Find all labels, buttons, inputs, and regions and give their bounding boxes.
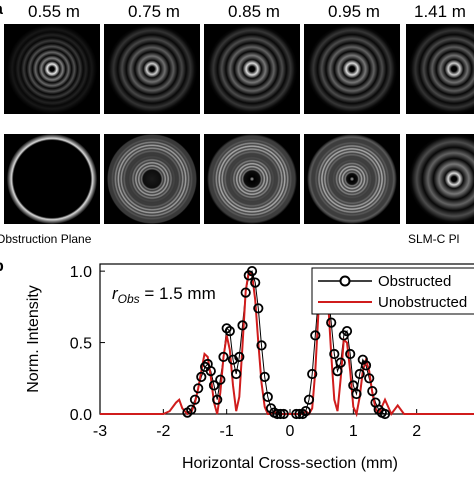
obstructed-point	[237, 320, 248, 331]
obstructed-point	[259, 371, 270, 383]
beam-image-row1-4	[304, 24, 400, 114]
obstructed-point	[360, 360, 372, 371]
x-tick-label: -2	[156, 423, 170, 440]
obstructed-point	[303, 394, 315, 405]
obstructed-point	[364, 373, 375, 384]
obstructed-point	[345, 348, 356, 360]
obstructed-point	[262, 391, 273, 402]
legend-unobstructed-label: Unobstructed	[378, 294, 467, 311]
beam-image-row1-1	[4, 24, 100, 114]
beam-image-row2-3	[204, 134, 300, 224]
y-tick-label: 0.0	[70, 407, 92, 424]
caption-obstruction-plane: Obstruction Plane	[0, 232, 92, 246]
obstructed-point	[275, 408, 286, 420]
r-obs-symbol: r	[112, 284, 119, 303]
obstructed-point	[205, 366, 216, 377]
obstructed-point	[354, 368, 365, 380]
distance-label-5: 1.41 m	[414, 2, 466, 21]
obstructed-point	[256, 340, 267, 351]
chart-svg: 0.0 0.5 1.0 -3 -2 -1 0 1 2 Norm. Intensity Hori…	[25, 263, 474, 472]
obstructed-point	[246, 266, 258, 277]
intensity-profile-chart: 0.0 0.5 1.0 -3 -2 -1 0 1 2 Norm. Intensity Hori…	[0, 252, 474, 474]
obstructed-point	[196, 371, 207, 383]
r-obs-subscript: Obs	[118, 292, 140, 306]
legend-box	[311, 267, 474, 315]
obstructed-point	[221, 323, 232, 334]
obstructed-point	[307, 368, 318, 380]
distance-label-3: 0.85 m	[228, 2, 280, 21]
y-tick-label: 0.5	[70, 336, 92, 353]
obstructed-point	[240, 287, 251, 298]
r-obs-value: = 1.5 mm	[140, 284, 216, 303]
beam-image-row1-2	[104, 24, 200, 114]
legend-obstructed-marker	[339, 275, 351, 287]
distance-label-4: 0.95 m	[328, 2, 380, 21]
y-axis-label: Norm. Intensity	[25, 285, 42, 393]
obstructed-point	[231, 368, 242, 380]
legend: Obstructed Unobstructed	[311, 267, 474, 315]
beam-image-row1-5	[406, 24, 474, 114]
obstructed-point	[291, 408, 302, 420]
beam-image-row2-2	[104, 134, 200, 224]
obstructed-point	[335, 357, 346, 368]
x-axis-label: Horizontal Cross-section (mm)	[182, 455, 398, 472]
beam-image-row1-3	[204, 24, 300, 114]
r-obs-annotation: rObs = 1.5 mm	[112, 284, 216, 306]
beam-image-row2-4	[304, 134, 400, 224]
distance-label-2: 0.75 m	[128, 2, 180, 21]
obstructed-point	[208, 380, 220, 391]
obstructed-point	[297, 408, 308, 420]
obstructed-point	[234, 351, 245, 363]
obstructed-point	[193, 383, 204, 394]
series-unobstructed-line	[100, 269, 474, 418]
panel-letter-a: a	[0, 1, 3, 19]
obstructed-point	[300, 406, 311, 417]
obstructed-point	[272, 408, 283, 420]
obstructed-point	[310, 330, 321, 341]
legend-obstructed-label: Obstructed	[378, 273, 451, 290]
caption-slm-plane: SLM-C Pl	[408, 232, 460, 246]
beam-image-row2-5	[406, 134, 474, 224]
obstructed-point	[253, 303, 264, 314]
obstructed-point	[215, 374, 226, 385]
obstructed-point	[341, 326, 353, 337]
obstructed-point	[329, 348, 340, 360]
x-tick-label: 1	[349, 423, 358, 440]
obstructed-point	[326, 317, 337, 328]
obstructed-point	[278, 408, 289, 420]
x-tick-label: -3	[93, 423, 107, 440]
obstructed-point	[367, 386, 378, 397]
obstructed-point	[189, 394, 201, 405]
distance-label-1: 0.55 m	[28, 2, 80, 21]
obstructed-point	[379, 408, 391, 420]
x-tick-label: -1	[220, 423, 234, 440]
obstructed-point	[351, 388, 362, 400]
obstructed-point	[224, 326, 235, 337]
obstructed-point	[332, 366, 343, 377]
y-tick-label: 1.0	[70, 264, 92, 281]
obstructed-point	[212, 394, 223, 405]
obstructed-point	[218, 351, 229, 363]
obstructed-point	[186, 404, 197, 415]
obstructed-point	[250, 277, 261, 288]
x-tick-label: 2	[412, 423, 421, 440]
obstructed-point	[348, 380, 359, 391]
x-tick-label: 0	[286, 423, 295, 440]
beam-image-row2-1	[4, 134, 100, 224]
panel-letter-b: b	[0, 258, 4, 276]
